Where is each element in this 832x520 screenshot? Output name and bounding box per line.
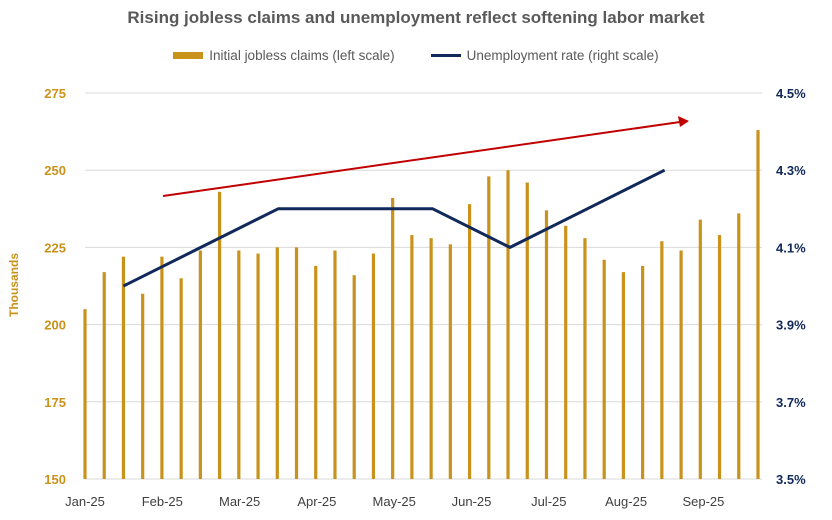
claims-bar [237,250,241,479]
left-tick-label: 175 [44,395,66,410]
chart-title: Rising jobless claims and unemployment r… [127,8,705,27]
claims-bar [429,238,433,479]
claims-bar [698,219,702,479]
claims-bar [621,272,625,479]
claims-bar [314,265,318,479]
x-tick-label: Apr-25 [297,494,336,509]
claims-bar [679,250,683,479]
claims-bar [121,256,126,479]
legend-label-unemployment: Unemployment rate (right scale) [466,48,659,63]
claims-bar [602,259,606,479]
x-tick-label: Jul-25 [531,494,566,509]
claims-bar [410,235,414,479]
claims-bar [371,253,376,479]
claims-bar [467,204,472,479]
claims-bar [544,210,549,479]
legend-label-claims: Initial jobless claims (left scale) [209,48,395,63]
unemployment-line [122,168,666,288]
left-tick-label: 200 [44,318,66,333]
legend-item-unemployment: Unemployment rate (right scale) [430,48,659,63]
left-tick-label: 225 [44,240,66,255]
legend-item-claims: Initial jobless claims (left scale) [173,48,395,63]
claims-bar [141,293,145,479]
x-tick-label: Jun-25 [452,494,492,509]
x-tick-label: Aug-25 [605,494,647,509]
right-tick-label: 3.9% [776,318,806,333]
claims-bar [179,278,183,479]
trend-arrow-head [678,116,689,127]
claims-bar [660,241,664,479]
claims-bar [717,235,722,479]
claims-bar [218,191,222,480]
claims-bar [352,275,356,479]
trend-arrow-line [162,121,681,197]
right-tick-label: 4.1% [776,240,806,255]
claims-bar [333,250,337,479]
claims-bar [391,197,395,479]
left-tick-label: 150 [44,472,66,487]
claims-bar [83,309,87,479]
claims-bar [102,272,106,479]
claims-bar [583,238,587,479]
claims-bar [737,213,741,479]
x-tick-label: May-25 [373,494,416,509]
claims-bar [641,265,645,479]
x-tick-label: Jan-25 [65,494,105,509]
right-tick-label: 4.5% [776,86,806,101]
claims-bar [294,247,299,479]
claims-bar [448,244,452,479]
claims-bar [160,256,164,479]
claims-bar [275,247,279,479]
claims-bar [487,176,491,479]
claims-bar [756,130,760,479]
legend-swatch-unemployment [430,54,461,57]
left-tick-label: 275 [44,86,66,101]
claims-bar [256,253,260,479]
legend: Initial jobless claims (left scale) Unem… [0,48,832,63]
right-tick-label: 3.5% [776,472,806,487]
x-tick-label: Sep-25 [682,494,724,509]
right-tick-label: 4.3% [776,163,806,178]
claims-bar [564,225,568,479]
claims-bar [198,250,202,479]
claims-bar [506,170,510,479]
x-tick-label: Feb-25 [142,494,183,509]
left-tick-label: 250 [44,163,66,178]
right-tick-label: 3.7% [776,395,806,410]
claims-bar [525,182,529,479]
x-tick-label: Mar-25 [219,494,260,509]
legend-swatch-claims [173,52,204,59]
